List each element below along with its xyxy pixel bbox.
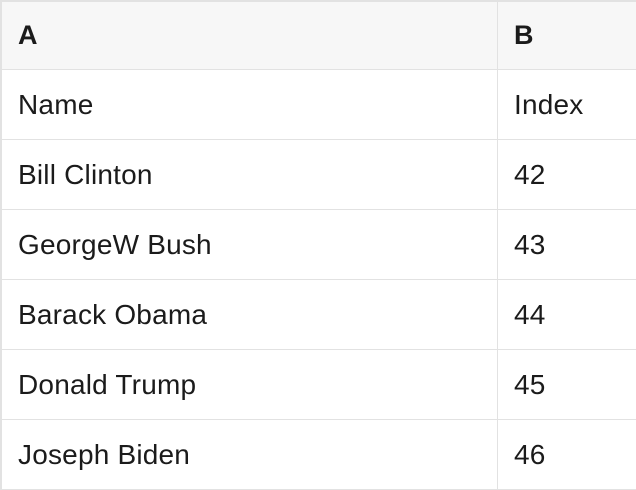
cell-b1-text: Index	[514, 88, 584, 120]
cell-b2-text: 42	[514, 158, 546, 190]
column-header-a-label: A	[18, 20, 38, 50]
cell-b1[interactable]: Index	[498, 70, 636, 140]
cell-b3[interactable]: 43	[498, 210, 636, 280]
cell-a5-text: Donald Trump	[18, 368, 197, 400]
cell-a2[interactable]: Bill Clinton	[2, 140, 498, 210]
cell-a4[interactable]: Barack Obama	[2, 280, 498, 350]
table-header-row: A B	[2, 2, 636, 70]
cell-a3[interactable]: GeorgeW Bush	[2, 210, 498, 280]
cell-b2[interactable]: 42	[498, 140, 636, 210]
cell-b3-text: 43	[514, 228, 546, 260]
cell-a1[interactable]: Name	[2, 70, 498, 140]
cell-a6-text: Joseph Biden	[18, 438, 191, 470]
cell-a6[interactable]: Joseph Biden	[2, 420, 498, 490]
cell-a4-text: Barack Obama	[18, 298, 208, 330]
cell-b6-text: 46	[514, 438, 546, 470]
cell-b6[interactable]: 46	[498, 420, 636, 490]
cell-b4[interactable]: 44	[498, 280, 636, 350]
table-row: Barack Obama 44	[2, 280, 636, 350]
cell-a5[interactable]: Donald Trump	[2, 350, 498, 420]
table-row: Name Index	[2, 70, 636, 140]
table-row: Bill Clinton 42	[2, 140, 636, 210]
column-header-b[interactable]: B	[498, 2, 636, 70]
table-row: GeorgeW Bush 43	[2, 210, 636, 280]
table-row: Donald Trump 45	[2, 350, 636, 420]
cell-a3-text: GeorgeW Bush	[18, 228, 212, 260]
table-row: Joseph Biden 46	[2, 420, 636, 490]
column-header-a[interactable]: A	[2, 2, 498, 70]
cell-b5-text: 45	[514, 368, 546, 400]
column-header-b-label: B	[514, 20, 534, 50]
cell-a2-text: Bill Clinton	[18, 158, 153, 190]
cell-b4-text: 44	[514, 298, 546, 330]
cell-a1-text: Name	[18, 88, 94, 120]
cell-b5[interactable]: 45	[498, 350, 636, 420]
